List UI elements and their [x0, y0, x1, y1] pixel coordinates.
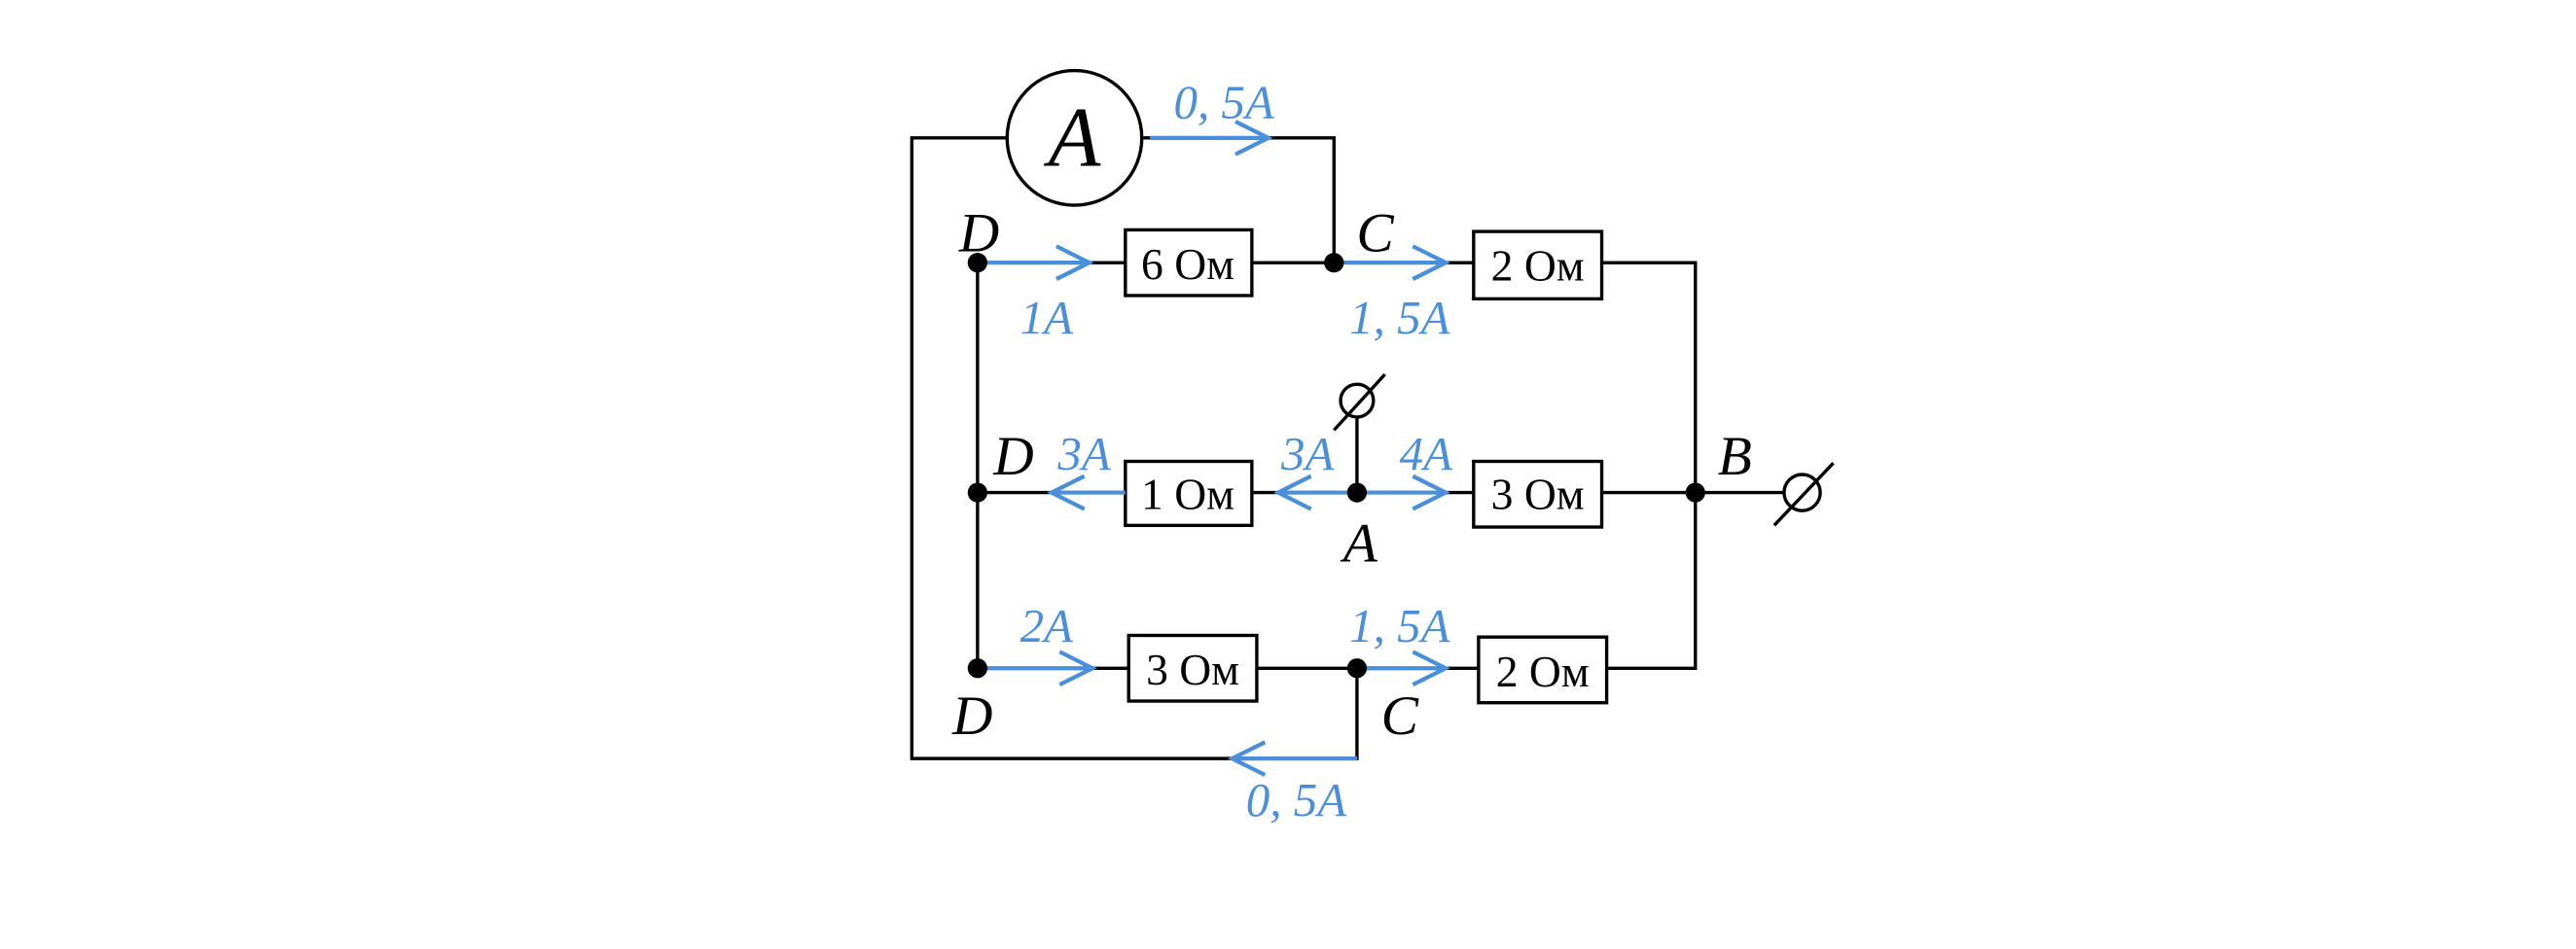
- arrow: [977, 244, 1094, 281]
- resistor: [1124, 459, 1254, 528]
- ammeter-label: A: [1044, 90, 1101, 185]
- node-label: D: [992, 426, 1033, 487]
- arrow: [1150, 120, 1273, 157]
- arrow: [1273, 474, 1357, 511]
- current-label: 2A: [1020, 599, 1074, 652]
- arrow: [1356, 650, 1450, 687]
- resistor: [1472, 459, 1604, 529]
- junction: [1324, 253, 1344, 273]
- resistor-label: 6 Ом: [1141, 239, 1234, 289]
- resistor-label: 3 Ом: [1491, 469, 1585, 518]
- resistor-label: 2 Ом: [1496, 647, 1590, 696]
- current-label: 3A: [1280, 427, 1335, 480]
- current-label: 0, 5A: [1246, 773, 1347, 826]
- wire: [910, 136, 1359, 760]
- arrow: [1047, 474, 1126, 511]
- terminal-slash: [1772, 462, 1835, 527]
- current-label: 0, 5A: [1173, 76, 1274, 129]
- current-label: 1, 5A: [1349, 599, 1450, 652]
- resistor: [1124, 228, 1254, 298]
- junction: [1346, 482, 1368, 503]
- node-label: B: [1718, 426, 1752, 487]
- arrow: [977, 650, 1097, 687]
- terminal-slash: [1333, 372, 1386, 432]
- junction: [967, 482, 987, 503]
- resistors: [1124, 228, 1609, 705]
- junction: [1346, 658, 1368, 679]
- node-label: C: [1356, 202, 1394, 264]
- arrow: [1356, 474, 1450, 511]
- junction: [967, 253, 987, 273]
- resistor: [1477, 635, 1609, 705]
- ammeter: [1005, 68, 1144, 207]
- arrow: [1334, 244, 1450, 281]
- terminals: [1333, 372, 1835, 527]
- junctions: [967, 253, 1705, 679]
- current-label: 3A: [1056, 427, 1111, 480]
- junction: [967, 658, 987, 679]
- current-arrows: [977, 120, 1450, 777]
- junction: [1685, 482, 1705, 503]
- terminal: [1782, 473, 1822, 512]
- current-label: 4A: [1400, 427, 1453, 480]
- current-label: 1A: [1020, 291, 1074, 344]
- resistor: [1472, 229, 1604, 301]
- resistor: [1127, 633, 1259, 703]
- resistor-label: 3 Ом: [1146, 645, 1239, 694]
- resistor-label: 2 Ом: [1491, 241, 1585, 291]
- current-label: 1, 5A: [1349, 291, 1450, 344]
- node-label: D: [951, 685, 992, 747]
- resistor-label: 1 Ом: [1141, 469, 1234, 518]
- node-label: C: [1381, 685, 1419, 747]
- node-label: A: [1340, 512, 1378, 574]
- node-label: D: [958, 202, 999, 264]
- arrow: [1227, 740, 1357, 777]
- terminal: [1339, 382, 1376, 419]
